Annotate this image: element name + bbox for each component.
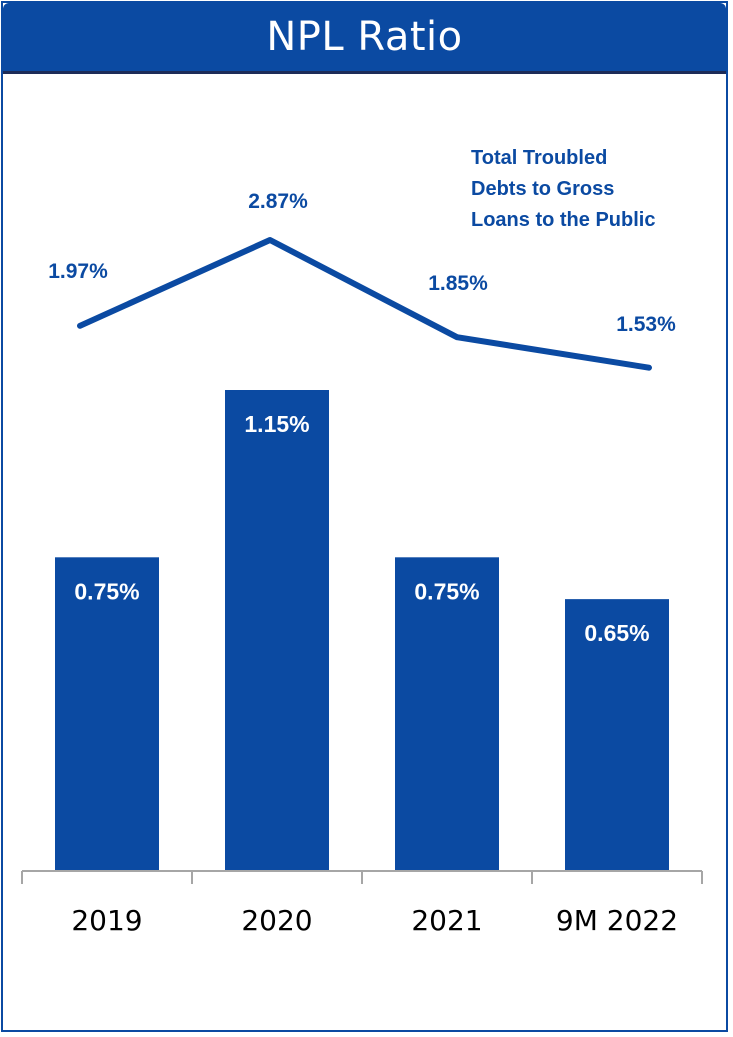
line-label-1: 2.87% [248,190,308,213]
x-axis [21,870,703,884]
bar-2 [395,557,499,871]
line-label-0: 1.97% [48,260,108,283]
x-tick-label-3: 9M 2022 [556,904,678,937]
legend-line-2: Loans to the Public [471,209,655,231]
bar-series [55,390,669,871]
bar-label-1: 1.15% [244,411,309,437]
bar-1 [225,390,329,871]
line-path [77,237,652,371]
line-label-2: 1.85% [428,272,488,295]
bar-label-0: 0.75% [74,578,139,604]
bar-label-3: 0.65% [584,620,649,646]
x-tick-label-2: 2021 [411,904,482,937]
chart-title: NPL Ratio [266,14,463,60]
bar-0 [55,557,159,871]
bar-labels: 0.75% 1.15% 0.75% 0.65% [74,411,649,646]
x-tick-label-1: 2020 [241,904,312,937]
bar-label-2: 0.75% [414,578,479,604]
legend-line-1: Debts to Gross [471,178,614,200]
bar-3 [565,599,669,871]
line-series [77,237,652,371]
line-legend: Total Troubled Debts to Gross Loans to the… [471,147,655,231]
x-tick-labels: 2019 2020 2021 9M 2022 [71,904,678,937]
legend-line-0: Total Troubled [471,147,607,169]
chart-header: NPL Ratio [3,3,726,74]
line-label-3: 1.53% [616,313,676,336]
x-tick-label-0: 2019 [71,904,142,937]
line-labels: 1.97% 2.87% 1.85% 1.53% [48,190,676,336]
